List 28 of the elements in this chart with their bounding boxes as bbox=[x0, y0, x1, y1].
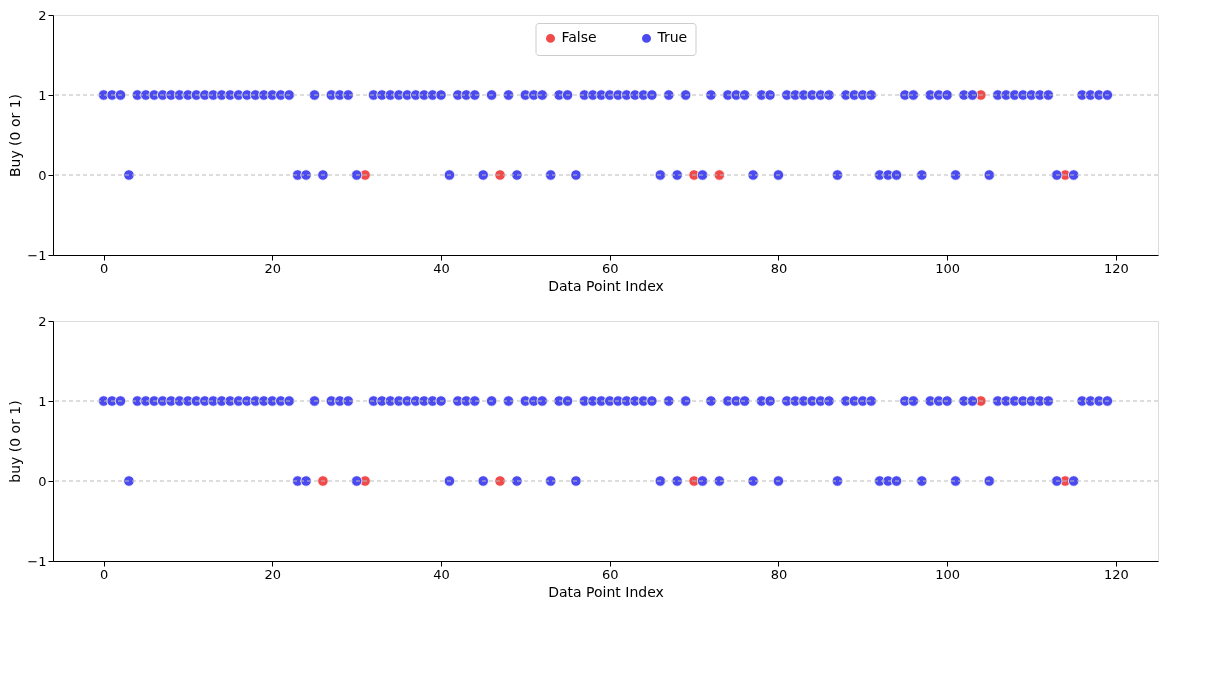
x-tick-label: 100 bbox=[935, 260, 961, 276]
x-tick-label: 0 bbox=[99, 566, 109, 582]
x-tick-label: 60 bbox=[601, 260, 619, 276]
y-tick-label: 0 bbox=[38, 167, 47, 183]
y-tick-label: 2 bbox=[38, 7, 47, 23]
y-tick-label: −1 bbox=[27, 247, 47, 263]
x-tick-label: 40 bbox=[433, 566, 450, 582]
legend-label: False bbox=[561, 29, 597, 46]
y-axis-title: buy (0 or 1) bbox=[7, 400, 24, 483]
x-tick-label: 0 bbox=[99, 260, 109, 276]
x-axis-title: Data Point Index bbox=[548, 583, 664, 600]
x-axis-title: Data Point Index bbox=[548, 277, 664, 294]
y-tick-label: 1 bbox=[38, 393, 47, 409]
x-tick-label: 120 bbox=[1103, 566, 1129, 582]
x-tick-label: 20 bbox=[264, 566, 282, 582]
x-tick-label: 80 bbox=[770, 260, 788, 276]
legend-label: True bbox=[656, 29, 688, 46]
y-tick-label: 0 bbox=[38, 473, 47, 489]
x-tick-label: 40 bbox=[433, 260, 450, 276]
x-tick-label: 60 bbox=[601, 566, 619, 582]
y-tick-label: −1 bbox=[27, 553, 47, 569]
x-tick-label: 120 bbox=[1103, 260, 1129, 276]
y-axis-title: Buy (0 or 1) bbox=[7, 93, 24, 178]
x-tick-label: 100 bbox=[935, 566, 961, 582]
y-tick-label: 2 bbox=[38, 313, 47, 329]
x-tick-label: 20 bbox=[264, 260, 282, 276]
y-tick-label: 1 bbox=[38, 87, 47, 103]
x-tick-label: 80 bbox=[770, 566, 788, 582]
